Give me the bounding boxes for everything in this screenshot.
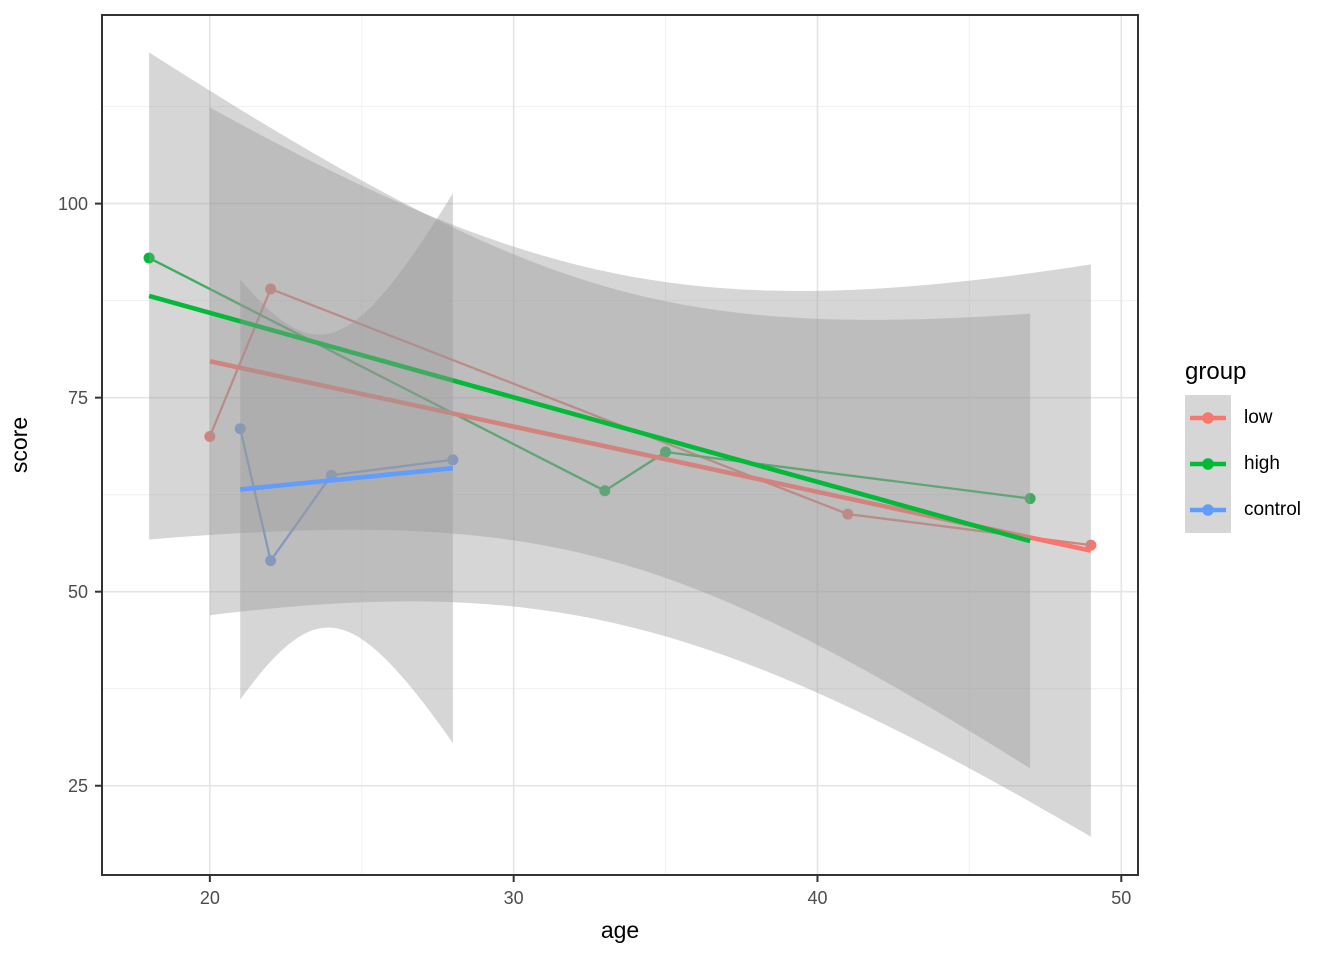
y-tick-label-50: 50 (68, 582, 88, 602)
point-low-0 (204, 430, 216, 442)
panel-border (101, 14, 1139, 876)
data-lines (148, 256, 1092, 562)
point-control-1 (265, 555, 277, 567)
legend: group low high control (1185, 358, 1301, 533)
ci-ribbon-control (240, 193, 453, 744)
point-high-3 (1024, 493, 1036, 505)
legend-items: low high control (1185, 395, 1301, 533)
point-control-0 (234, 423, 246, 435)
legend-key-low (1185, 395, 1231, 441)
smooth-line-high (148, 293, 1031, 544)
legend-title: group (1185, 358, 1247, 385)
x-tick-label-40: 40 (807, 888, 827, 908)
point-control-3 (447, 454, 459, 466)
ci-ribbon-low (209, 107, 1091, 837)
data-line-high (148, 256, 1031, 500)
point-low-2 (842, 508, 854, 520)
axes: 20 30 40 50 25 50 75 100 age score (6, 194, 1131, 943)
legend-item-control: control (1185, 487, 1301, 533)
y-tick-label-25: 25 (68, 776, 88, 796)
legend-key-point (1202, 458, 1214, 470)
legend-key-high (1185, 441, 1231, 487)
y-tick-label-75: 75 (68, 388, 88, 408)
legend-label-low: low (1244, 407, 1273, 428)
data-points (143, 252, 1097, 567)
x-tick-label-50: 50 (1111, 888, 1131, 908)
point-high-2 (660, 446, 672, 458)
x-tick-label-30: 30 (504, 888, 524, 908)
legend-key-control (1185, 487, 1231, 533)
legend-key-point (1202, 412, 1214, 424)
x-axis-title: age (601, 917, 639, 943)
smooth-layer (148, 52, 1092, 837)
legend-item-low: low (1185, 395, 1301, 441)
ci-ribbon-high (149, 52, 1031, 769)
y-axis-title: score (6, 417, 32, 473)
data-line-low (208, 287, 1092, 547)
legend-key-point (1202, 504, 1214, 516)
legend-item-high: high (1185, 441, 1301, 487)
smooth-line-control (240, 465, 454, 492)
point-low-1 (265, 283, 277, 295)
legend-label-high: high (1244, 453, 1280, 474)
legend-label-control: control (1244, 499, 1302, 520)
y-tick-label-100: 100 (58, 194, 88, 214)
point-high-0 (143, 252, 155, 264)
point-high-1 (599, 485, 611, 497)
data-line-control (239, 428, 454, 562)
x-tick-label-20: 20 (200, 888, 220, 908)
